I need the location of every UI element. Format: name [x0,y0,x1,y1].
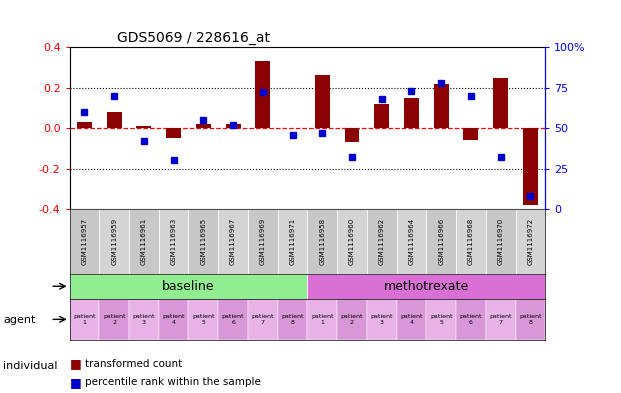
Bar [486,299,515,340]
Text: GSM1116959: GSM1116959 [111,218,117,265]
Bar [77,122,92,128]
Text: transformed count: transformed count [85,358,183,369]
Text: ■: ■ [70,376,81,389]
Text: patient
8: patient 8 [281,314,304,325]
Text: patient
1: patient 1 [311,314,333,325]
Text: patient
6: patient 6 [460,314,482,325]
Bar [493,77,508,128]
Bar [315,75,330,128]
Bar [307,299,337,340]
Text: GSM1116972: GSM1116972 [527,218,533,265]
Bar [515,209,545,274]
Text: GSM1116971: GSM1116971 [289,218,296,265]
Bar [307,209,337,274]
Text: GSM1116969: GSM1116969 [260,218,266,265]
Bar [99,299,129,340]
Bar [456,209,486,274]
Text: GSM1116957: GSM1116957 [81,218,88,265]
Text: GSM1116967: GSM1116967 [230,218,236,265]
Bar [196,124,211,128]
Bar [225,124,240,128]
Bar [426,299,456,340]
Text: patient
2: patient 2 [103,314,125,325]
Bar [278,209,307,274]
Bar [307,274,545,299]
Bar [70,274,307,299]
Bar [189,299,218,340]
Text: GDS5069 / 228616_at: GDS5069 / 228616_at [117,31,270,45]
Bar [159,209,189,274]
Bar [515,299,545,340]
Bar [189,209,218,274]
Bar [218,209,248,274]
Bar [107,112,122,128]
Bar [129,209,159,274]
Bar [218,299,248,340]
Bar [70,299,99,340]
Text: patient
8: patient 8 [519,314,542,325]
Text: baseline: baseline [162,280,215,293]
Text: GSM1116960: GSM1116960 [349,218,355,265]
Text: patient
4: patient 4 [400,314,423,325]
Text: GSM1116963: GSM1116963 [171,218,176,265]
Text: agent: agent [3,315,35,325]
Text: patient
6: patient 6 [222,314,244,325]
Bar [255,61,270,128]
Text: methotrexate: methotrexate [384,280,469,293]
Text: patient
5: patient 5 [192,314,215,325]
Bar [99,209,129,274]
Text: patient
3: patient 3 [133,314,155,325]
Text: patient
5: patient 5 [430,314,453,325]
Text: GSM1116964: GSM1116964 [409,218,414,265]
Bar [456,299,486,340]
Bar [374,104,389,128]
Bar [337,299,367,340]
Bar [248,299,278,340]
Bar [486,209,515,274]
Bar [129,299,159,340]
Text: GSM1116958: GSM1116958 [319,218,325,265]
Text: ■: ■ [70,357,81,370]
Text: individual: individual [3,361,58,371]
Text: patient
2: patient 2 [341,314,363,325]
Text: GSM1116965: GSM1116965 [201,218,206,265]
Text: GSM1116961: GSM1116961 [141,218,147,265]
Bar [337,209,367,274]
Bar [166,128,181,138]
Bar [159,299,189,340]
Text: patient
7: patient 7 [252,314,274,325]
Text: GSM1116966: GSM1116966 [438,218,444,265]
Bar [426,209,456,274]
Bar [463,128,478,140]
Bar [248,209,278,274]
Bar [367,299,397,340]
Bar [397,209,426,274]
Bar [433,84,448,128]
Text: percentile rank within the sample: percentile rank within the sample [85,377,261,387]
Bar [345,128,360,142]
Bar [367,209,397,274]
Text: patient
3: patient 3 [371,314,393,325]
Bar [523,128,538,205]
Text: patient
4: patient 4 [162,314,185,325]
Bar [278,299,307,340]
Text: patient
1: patient 1 [73,314,96,325]
Bar [70,209,99,274]
Text: GSM1116962: GSM1116962 [379,218,385,265]
Bar [404,98,419,128]
Text: GSM1116968: GSM1116968 [468,218,474,265]
Bar [397,299,426,340]
Bar [137,126,152,128]
Text: GSM1116970: GSM1116970 [497,218,504,265]
Text: patient
7: patient 7 [489,314,512,325]
